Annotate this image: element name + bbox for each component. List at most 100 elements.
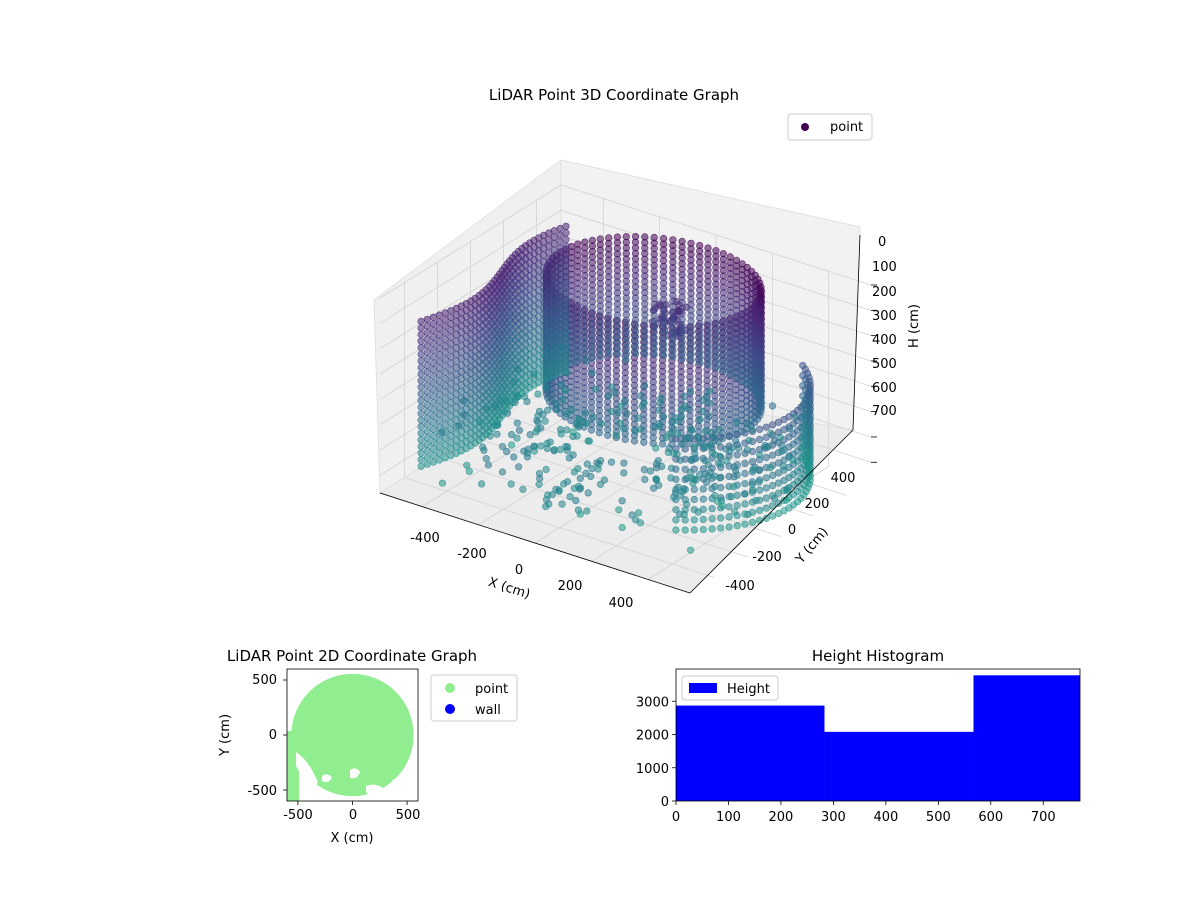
cloud-point <box>574 482 583 490</box>
cloud-point <box>799 442 807 451</box>
cloud-point <box>597 419 605 428</box>
cloud-point <box>741 480 749 488</box>
cloud-point <box>513 419 521 427</box>
cloud-point <box>572 420 580 429</box>
cloud-point <box>417 377 425 385</box>
cloud-point <box>730 473 738 481</box>
cloud-point <box>681 526 689 534</box>
cloud-point <box>713 497 722 505</box>
cloud-point <box>799 361 807 370</box>
cloud-point <box>429 366 438 374</box>
cloud-point <box>743 446 751 454</box>
cloud-point <box>562 288 570 296</box>
x-tick-label-hist: 0 <box>672 810 680 825</box>
cloud-point <box>429 313 438 321</box>
cloud-point <box>755 425 764 433</box>
cloud-point <box>417 456 425 464</box>
cloud-point <box>583 357 591 365</box>
cloud-point <box>717 524 725 532</box>
z-tick-label: 700 <box>872 404 897 419</box>
x-tick-label: 400 <box>609 596 634 611</box>
z-tick-label: 200 <box>872 285 897 300</box>
cloud-point <box>690 495 698 504</box>
cloud-point <box>417 350 425 358</box>
cloud-point <box>417 429 425 437</box>
cloud-point <box>429 372 438 381</box>
cloud-point <box>748 426 756 434</box>
cloud-point <box>514 463 523 471</box>
x-tick-label-hist: 600 <box>978 810 1003 825</box>
cloud-point <box>513 434 521 442</box>
cloud-point <box>733 418 741 426</box>
cloud-point <box>768 492 777 500</box>
cloud-point <box>640 382 649 390</box>
cloud-point <box>423 440 431 449</box>
cloud-point <box>688 474 696 482</box>
cloud-point <box>717 484 725 492</box>
cloud-point <box>711 472 719 480</box>
cloud-point <box>641 350 649 358</box>
cloud-point <box>483 405 491 413</box>
cloud-point <box>463 461 471 469</box>
cloud-point <box>562 262 570 270</box>
legend-marker-point <box>445 683 455 693</box>
cloud-point <box>799 412 807 420</box>
cloud-point <box>678 405 686 413</box>
cloud-point <box>545 500 553 508</box>
grid-line-z <box>379 209 872 324</box>
x-tick-label: -400 <box>410 531 440 546</box>
cloud-point <box>725 503 733 511</box>
cloud-point <box>515 426 524 434</box>
legend-label-point: point <box>475 682 508 697</box>
cloud-point <box>752 497 760 505</box>
legend-marker-point <box>801 123 809 131</box>
cloud-point <box>762 514 770 522</box>
cloud-point <box>727 493 736 501</box>
y-tick-label-hist: 2000 <box>636 729 669 744</box>
cloud-point <box>604 431 612 439</box>
cloud-point <box>534 412 542 420</box>
cloud-point <box>558 500 566 508</box>
cloud-point <box>534 390 542 398</box>
cloud-point <box>676 456 684 464</box>
cloud-point <box>762 423 770 431</box>
cloud-point <box>460 397 468 405</box>
cloud-point <box>567 406 575 415</box>
cloud-point <box>479 443 487 451</box>
cloud-point <box>672 526 680 534</box>
y-tick-label: -200 <box>752 550 782 565</box>
cloud-point <box>741 469 749 478</box>
cloud-point <box>574 465 582 473</box>
cloud-point <box>768 512 777 520</box>
cloud-point <box>701 427 709 435</box>
z-tick-label: 100 <box>872 260 897 275</box>
cloud-point <box>465 467 473 475</box>
x-tick-label-hist: 400 <box>873 810 898 825</box>
cloud-point <box>562 361 570 369</box>
cloud-point <box>778 447 786 455</box>
cloud-point <box>588 353 597 362</box>
cloud-point <box>618 523 626 532</box>
cloud-point <box>702 478 711 486</box>
cloud-point <box>748 508 757 516</box>
cloud-point <box>799 422 807 430</box>
cloud-point <box>755 466 763 475</box>
cloud-point <box>526 431 534 439</box>
cloud-point <box>680 393 688 401</box>
cloud-point <box>708 505 716 513</box>
cloud-point <box>696 358 704 367</box>
cloud-point <box>669 353 677 361</box>
cloud-point <box>429 425 438 433</box>
cloud-point <box>542 383 550 391</box>
cloud-point <box>680 510 688 519</box>
cloud-point <box>707 429 716 437</box>
cloud-point <box>711 482 719 491</box>
cloud-point <box>768 402 777 410</box>
cloud-point <box>741 459 749 468</box>
cloud-point <box>423 394 431 402</box>
z-tick-label: 600 <box>872 381 897 396</box>
cloud-point <box>671 414 679 422</box>
cloud-point <box>688 426 696 434</box>
cloud-point <box>580 419 588 427</box>
cloud-point <box>641 475 649 484</box>
